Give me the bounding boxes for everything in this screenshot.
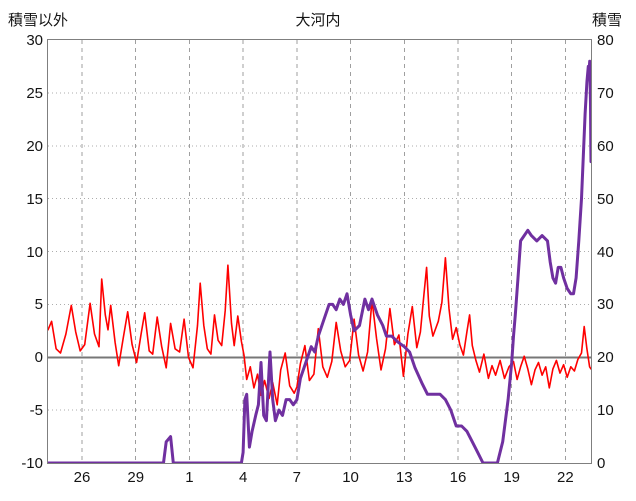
x-tick-label: 4: [238, 469, 248, 486]
left-axis-title: 積雪以外: [8, 12, 69, 29]
y-left-tick-label: 0: [34, 349, 43, 367]
y-left-tick-label: -5: [29, 402, 43, 420]
y-left-tick-label: 15: [26, 190, 43, 208]
x-tick-label: 29: [127, 469, 145, 486]
x-tick-label: 19: [503, 469, 521, 486]
x-tick-label: 7: [292, 469, 302, 486]
x-tick-label: 16: [449, 469, 467, 486]
plot-area: [47, 39, 592, 464]
y-right-tick-label: 20: [597, 349, 614, 367]
chart-title: 大河内: [295, 12, 341, 29]
y-right-tick-label: 70: [597, 84, 614, 102]
x-tick-label: 22: [557, 469, 574, 486]
y-left-tick-label: 5: [34, 296, 43, 314]
y-left-tick-label: 30: [26, 32, 43, 49]
right-axis-title: 積雪: [591, 12, 622, 29]
y-right-tick-label: 80: [597, 32, 614, 49]
y-right-tick-label: 0: [597, 455, 606, 472]
y-left-tick-label: 20: [26, 137, 43, 155]
y-left-tick-label: 10: [26, 243, 43, 261]
y-left-tick-label: -10: [21, 455, 43, 472]
x-tick-label: 13: [395, 469, 413, 486]
plot-svg: [48, 40, 591, 463]
x-tick-label: 26: [73, 469, 91, 486]
y-right-tick-label: 10: [597, 402, 614, 420]
y-right-tick-label: 50: [597, 190, 614, 208]
y-right-tick-label: 40: [597, 243, 614, 261]
y-right-tick-label: 30: [597, 296, 614, 314]
snow-depth-line: [48, 59, 591, 463]
x-tick-label: 1: [185, 469, 194, 486]
y-right-tick-label: 60: [597, 137, 614, 155]
y-left-tick-label: 25: [26, 84, 43, 102]
x-tick-label: 10: [342, 469, 359, 486]
